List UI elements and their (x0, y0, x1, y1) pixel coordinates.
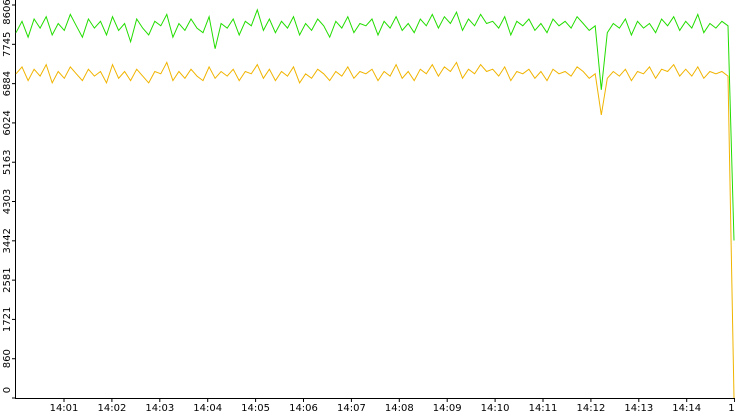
y-tick-label: 2581 (2, 267, 13, 292)
x-tick-label: 14:02 (97, 403, 126, 414)
x-tick-label: 14:09 (433, 403, 462, 414)
x-tick-label: 14:01 (50, 403, 79, 414)
x-tick-label: 14:07 (337, 403, 366, 414)
x-tick-label: 14:10 (481, 403, 510, 414)
y-tick-label: 6024 (2, 110, 13, 135)
y-tick-label: 0 (2, 387, 13, 393)
y-tick-label: 8606 (2, 0, 13, 25)
x-tick-label: 14:14 (672, 403, 701, 414)
y-tick-label: 7745 (2, 32, 13, 57)
x-tick-label: 14:08 (385, 403, 414, 414)
x-tick-label: 14:05 (241, 403, 270, 414)
series-line (15, 61, 735, 399)
series-line (15, 8, 735, 241)
x-tick-label: 14:13 (624, 403, 653, 414)
y-tick-label: 5163 (2, 150, 13, 175)
y-tick-label: 860 (2, 349, 13, 368)
x-tick-label: 14 (728, 403, 735, 414)
x-tick-label: 14:03 (145, 403, 174, 414)
x-tick-label: 14:06 (289, 403, 318, 414)
x-tick-label: 14:04 (193, 403, 222, 414)
x-tick-label: 14:12 (576, 403, 605, 414)
y-tick-label: 6884 (2, 71, 13, 96)
x-tick-label: 14:11 (529, 403, 558, 414)
y-tick-label: 4303 (2, 189, 13, 214)
y-tick-label: 3442 (2, 228, 13, 253)
y-tick-label: 1721 (2, 307, 13, 332)
